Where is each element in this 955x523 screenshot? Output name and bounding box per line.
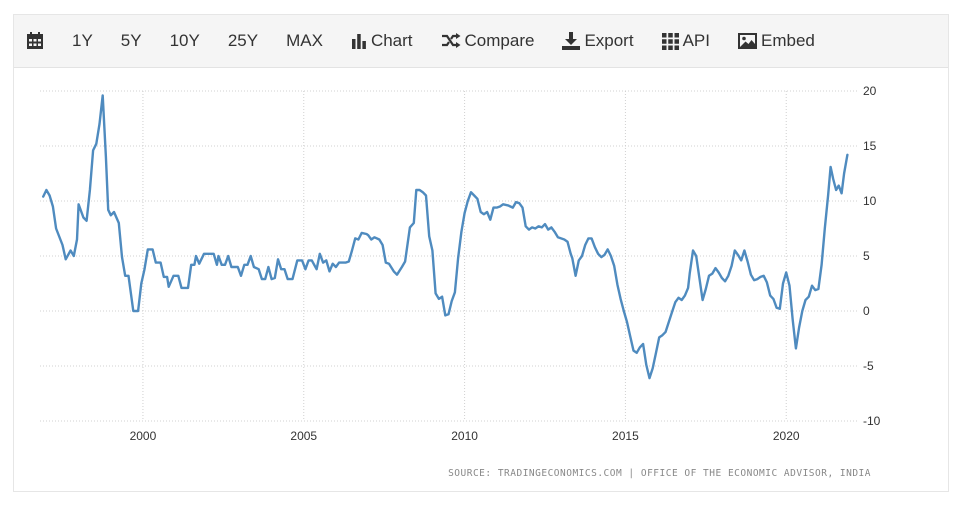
- compare-label: Compare: [464, 31, 535, 50]
- compare-button[interactable]: Compare: [441, 15, 535, 67]
- chart-type-button[interactable]: Chart: [351, 15, 413, 67]
- image-icon: [737, 33, 757, 49]
- y-tick-label: 5: [863, 249, 870, 263]
- calendar-icon: [26, 32, 44, 50]
- range-5y-label: 5Y: [120, 31, 142, 50]
- y-tick-label: -5: [863, 359, 874, 373]
- calendar-button[interactable]: [26, 15, 44, 67]
- export-label: Export: [584, 31, 634, 50]
- x-tick-label: 2005: [290, 429, 317, 443]
- download-icon: [562, 32, 581, 50]
- range-25y-button[interactable]: 25Y: [228, 15, 258, 67]
- series-line: [42, 94, 849, 380]
- range-max-button[interactable]: MAX: [286, 15, 323, 67]
- range-5y-button[interactable]: 5Y: [121, 15, 142, 67]
- range-max-label: MAX: [286, 31, 323, 50]
- shuffle-icon: [441, 33, 461, 49]
- export-button[interactable]: Export: [562, 15, 634, 67]
- embed-label: Embed: [760, 31, 815, 50]
- y-tick-label: -10: [863, 414, 881, 428]
- embed-button[interactable]: Embed: [737, 15, 815, 67]
- range-10y-button[interactable]: 10Y: [170, 15, 200, 67]
- grid-icon: [661, 32, 679, 50]
- chart-type-label: Chart: [370, 31, 413, 50]
- y-tick-label: 20: [863, 84, 877, 98]
- range-10y-label: 10Y: [169, 31, 200, 50]
- api-label: API: [682, 31, 710, 50]
- x-axis-labels: 2000 2005 2010 2015 2020: [130, 429, 800, 443]
- y-tick-label: 0: [863, 304, 870, 318]
- y-tick-label: 10: [863, 194, 877, 208]
- chart-widget: 1Y 5Y 10Y 25Y MAX Chart Compare: [13, 14, 949, 492]
- range-25y-label: 25Y: [227, 31, 259, 50]
- x-tick-label: 2010: [451, 429, 478, 443]
- source-note: SOURCE: TRADINGECONOMICS.COM | OFFICE OF…: [448, 468, 871, 479]
- api-button[interactable]: API: [661, 15, 710, 67]
- x-tick-label: 2000: [130, 429, 157, 443]
- chart-toolbar: 1Y 5Y 10Y 25Y MAX Chart Compare: [14, 15, 948, 68]
- range-1y-label: 1Y: [72, 31, 93, 50]
- bar-chart-icon: [351, 33, 367, 49]
- y-tick-label: 15: [863, 139, 877, 153]
- x-tick-label: 2020: [773, 429, 800, 443]
- y-axis-labels: 20 15 10 5 0 -5 -10: [863, 84, 881, 428]
- range-1y-button[interactable]: 1Y: [72, 15, 93, 67]
- x-tick-label: 2015: [612, 429, 639, 443]
